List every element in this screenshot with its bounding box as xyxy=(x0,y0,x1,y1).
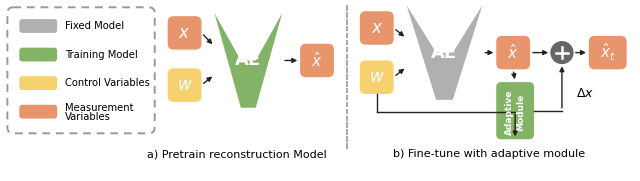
Text: Training Model: Training Model xyxy=(65,50,138,60)
FancyBboxPatch shape xyxy=(19,105,57,119)
Text: $\hat{\mathit{x}}$: $\hat{\mathit{x}}$ xyxy=(311,51,323,70)
Text: Control Variables: Control Variables xyxy=(65,78,150,88)
Text: a) Pretrain reconstruction Model: a) Pretrain reconstruction Model xyxy=(147,149,327,159)
FancyBboxPatch shape xyxy=(360,60,394,94)
Polygon shape xyxy=(214,13,282,108)
Text: $\hat{\mathit{x}}$: $\hat{\mathit{x}}$ xyxy=(508,43,519,62)
FancyBboxPatch shape xyxy=(496,36,530,69)
Text: $\mathit{x}$: $\mathit{x}$ xyxy=(179,24,191,42)
Text: $\mathit{w}$: $\mathit{w}$ xyxy=(177,76,193,94)
Text: AE: AE xyxy=(236,51,261,70)
Text: Measurement: Measurement xyxy=(65,103,134,113)
FancyBboxPatch shape xyxy=(19,76,57,90)
FancyBboxPatch shape xyxy=(496,82,534,139)
Text: $\mathit{x}$: $\mathit{x}$ xyxy=(371,19,383,37)
Text: Adaptive
Module: Adaptive Module xyxy=(505,90,525,135)
FancyBboxPatch shape xyxy=(300,44,334,77)
Text: Fixed Model: Fixed Model xyxy=(65,21,124,31)
Text: $\Delta x$: $\Delta x$ xyxy=(576,87,594,100)
FancyBboxPatch shape xyxy=(19,19,57,33)
FancyBboxPatch shape xyxy=(589,36,627,69)
Text: b) Fine-tune with adaptive module: b) Fine-tune with adaptive module xyxy=(393,149,586,159)
Text: AE: AE xyxy=(431,44,458,62)
FancyBboxPatch shape xyxy=(168,16,202,50)
Polygon shape xyxy=(406,5,483,100)
Circle shape xyxy=(551,42,573,63)
FancyBboxPatch shape xyxy=(168,68,202,102)
Text: $\mathit{w}$: $\mathit{w}$ xyxy=(369,68,385,86)
FancyBboxPatch shape xyxy=(360,11,394,45)
FancyBboxPatch shape xyxy=(19,48,57,62)
Text: Variables: Variables xyxy=(65,112,111,122)
Text: $\hat{\mathit{x}}_t$: $\hat{\mathit{x}}_t$ xyxy=(600,42,616,63)
